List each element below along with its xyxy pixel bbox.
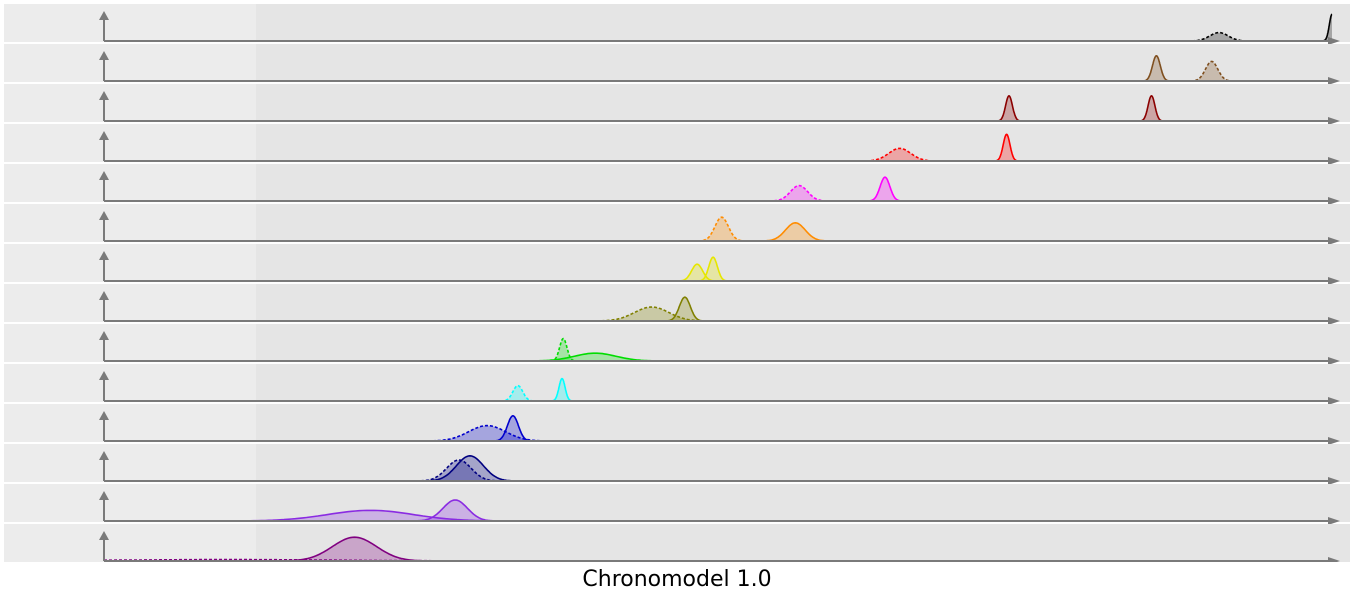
- row-label-panel: [4, 364, 256, 402]
- chart-row: [4, 484, 1350, 525]
- row-label-panel: [4, 44, 256, 82]
- chart-row: [4, 524, 1350, 562]
- row-plot-panel: [256, 4, 1350, 42]
- row-plot-panel: [256, 284, 1350, 322]
- row-label-panel: [4, 524, 256, 562]
- row-label-panel: [4, 484, 256, 522]
- row-label-panel: [4, 284, 256, 322]
- row-plot-panel: [256, 84, 1350, 122]
- row-label-panel: [4, 444, 256, 482]
- row-label-panel: [4, 324, 256, 362]
- row-plot-panel: [256, 444, 1350, 482]
- row-plot-panel: [256, 124, 1350, 162]
- chart-row: [4, 404, 1350, 445]
- chart-row: [4, 284, 1350, 325]
- row-label-panel: [4, 164, 256, 202]
- row-plot-panel: [256, 44, 1350, 82]
- chart-row: [4, 84, 1350, 125]
- row-label-panel: [4, 244, 256, 282]
- row-label-panel: [4, 404, 256, 442]
- row-plot-panel: [256, 404, 1350, 442]
- density-chart: [0, 0, 1354, 562]
- chart-row: [4, 164, 1350, 205]
- row-label-panel: [4, 84, 256, 122]
- chart-row: [4, 44, 1350, 85]
- row-plot-panel: [256, 364, 1350, 402]
- row-label-panel: [4, 124, 256, 162]
- row-label-panel: [4, 4, 256, 42]
- chart-row: [4, 124, 1350, 165]
- row-plot-panel: [256, 244, 1350, 282]
- row-plot-panel: [256, 524, 1350, 562]
- chart-row: [4, 4, 1350, 45]
- chart-row: [4, 324, 1350, 365]
- chart-row: [4, 364, 1350, 405]
- row-plot-panel: [256, 324, 1350, 362]
- footer-label: Chronomodel 1.0: [0, 562, 1354, 598]
- row-label-panel: [4, 204, 256, 242]
- chart-row: [4, 204, 1350, 245]
- chart-row: [4, 244, 1350, 285]
- chart-row: [4, 444, 1350, 485]
